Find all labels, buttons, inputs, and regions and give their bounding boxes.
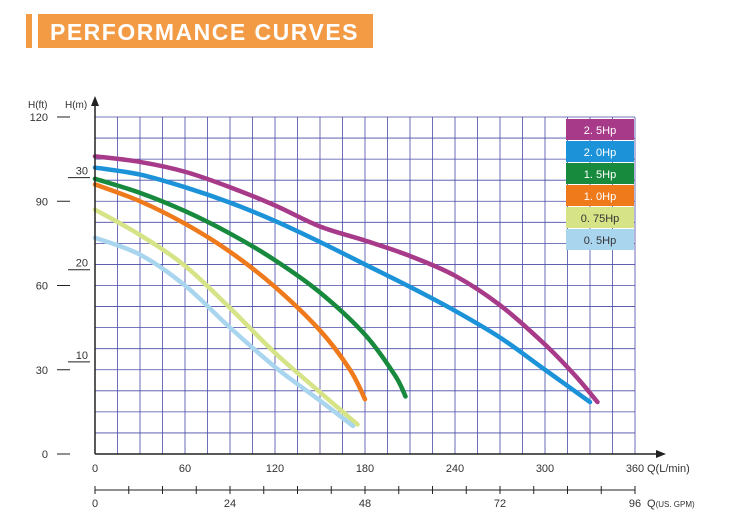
legend-label: 0. 5Hp xyxy=(584,235,616,247)
legend-label: 0. 75Hp xyxy=(581,213,620,225)
legend-label: 2. 5Hp xyxy=(584,125,616,137)
curve-10hp xyxy=(92,182,368,402)
ft-tick-label: 60 xyxy=(36,281,48,293)
gpm-tick-label: 72 xyxy=(494,498,506,510)
y-axis-label-m: H(m) xyxy=(65,100,87,111)
ft-tick-label: 120 xyxy=(30,112,48,124)
curves xyxy=(92,154,600,429)
lmin-tick-label: 240 xyxy=(446,463,464,475)
y-axis-label-ft: H(ft) xyxy=(28,100,47,111)
legend-label: 1. 5Hp xyxy=(584,169,616,181)
legend-label: 1. 0Hp xyxy=(584,191,616,203)
curve-075hp xyxy=(92,207,360,427)
x-axis-label-gpm: Q(US. GPM) xyxy=(647,498,695,510)
m-tick-label: 20 xyxy=(76,258,88,270)
lmin-tick-label: 60 xyxy=(179,463,191,475)
gpm-tick-label: 0 xyxy=(92,498,98,510)
legend-swatch xyxy=(566,119,634,140)
lmin-tick-label: 120 xyxy=(266,463,284,475)
page-title: PERFORMANCE CURVES xyxy=(32,14,373,48)
curve-05hp xyxy=(92,235,356,429)
legend-swatch xyxy=(566,185,634,206)
legend: 2. 5Hp 2. 0Hp 1. 5Hp 1. 0Hp 0. 75Hp 0. 5Hp xyxy=(566,119,634,250)
legend-label: 2. 0Hp xyxy=(584,147,616,159)
legend-swatch xyxy=(566,207,634,228)
x-axis-label-lmin: Q(L/min) xyxy=(647,463,690,475)
ft-tick-label: 90 xyxy=(36,196,48,208)
lmin-tick-label: 300 xyxy=(536,463,554,475)
m-tick-label: 30 xyxy=(76,166,88,178)
gpm-tick-label: 48 xyxy=(359,498,371,510)
curve-15hp xyxy=(92,176,408,399)
lmin-tick-label: 0 xyxy=(92,463,98,475)
lmin-tick-label: 360 xyxy=(626,463,644,475)
legend-swatch xyxy=(566,141,634,162)
y-axis-arrow xyxy=(91,96,99,106)
gpm-tick-label: 24 xyxy=(224,498,236,510)
x-axis-arrow xyxy=(656,450,666,458)
legend-swatch xyxy=(566,229,634,250)
ft-tick-label: 30 xyxy=(36,365,48,377)
ft-tick-label: 0 xyxy=(42,449,48,461)
gpm-tick-label: 96 xyxy=(629,498,641,510)
lmin-tick-label: 180 xyxy=(356,463,374,475)
curve-20hp xyxy=(92,165,593,405)
curve-25hp xyxy=(92,154,600,405)
m-tick-label: 10 xyxy=(76,350,88,362)
legend-swatch xyxy=(566,163,634,184)
